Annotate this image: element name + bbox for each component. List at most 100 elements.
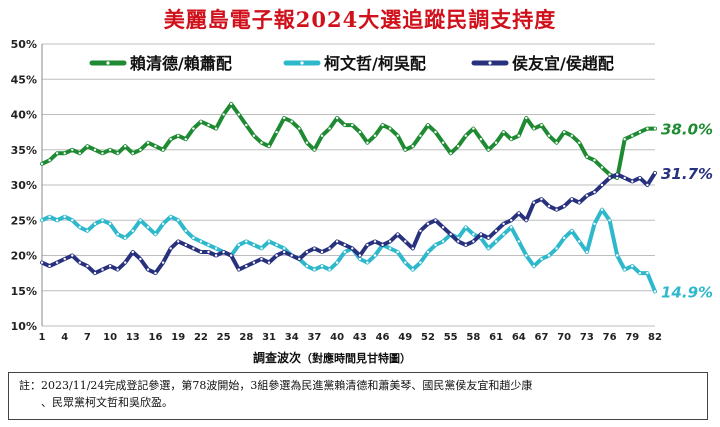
data-point — [510, 219, 513, 222]
data-point — [441, 141, 445, 144]
data-point — [616, 254, 619, 257]
data-point — [320, 264, 324, 268]
data-point — [63, 152, 66, 155]
footnote-box: 註：2023/11/24完成登記參選，第78波開始，3組參選為民進黨賴清德和蕭美… — [8, 372, 708, 420]
data-point — [464, 226, 467, 229]
x-axis-label: 調查波次（對應時間見甘特圖） — [253, 350, 411, 365]
data-point — [161, 222, 165, 225]
data-point — [86, 264, 89, 268]
data-point — [464, 243, 467, 247]
data-point — [449, 152, 452, 155]
data-point — [169, 138, 172, 141]
data-point — [434, 243, 437, 247]
data-point — [93, 271, 97, 275]
data-point — [555, 247, 558, 250]
data-point — [252, 243, 256, 247]
data-point — [426, 250, 430, 254]
data-point — [434, 130, 437, 134]
data-point — [48, 159, 51, 162]
data-point — [404, 240, 407, 243]
data-point — [351, 247, 354, 250]
data-point — [426, 123, 430, 127]
data-point — [214, 127, 218, 130]
data-point — [267, 145, 271, 148]
data-point — [154, 145, 157, 148]
data-point — [86, 229, 89, 232]
data-point — [616, 173, 619, 176]
data-point — [555, 141, 558, 144]
data-point — [124, 145, 127, 148]
data-point — [275, 254, 278, 257]
data-point — [252, 261, 256, 264]
data-point — [207, 250, 210, 254]
data-point — [540, 123, 543, 127]
x-axis-ticks: 1 4 7 10 13 16 19 22 25 28 31 34 37 40 43 46 49 52 55 58 61 6… — [39, 332, 662, 343]
data-point — [184, 138, 187, 141]
data-point — [214, 247, 218, 250]
data-point — [502, 222, 505, 225]
x-tick-label: 28 — [239, 332, 253, 343]
data-point — [335, 261, 339, 264]
data-point — [290, 254, 293, 257]
data-point — [366, 261, 369, 264]
data-point — [207, 123, 210, 127]
data-point — [245, 123, 248, 127]
data-point — [494, 240, 498, 243]
data-point — [487, 148, 490, 151]
data-point — [230, 254, 233, 257]
data-point — [358, 130, 362, 134]
x-tick-label: 43 — [353, 332, 367, 343]
data-point — [78, 261, 82, 264]
data-point — [335, 240, 339, 243]
data-point — [313, 268, 316, 271]
data-point — [177, 240, 180, 243]
x-tick-label: 58 — [466, 332, 480, 343]
grid-lines — [41, 43, 655, 327]
x-tick-label: 64 — [512, 332, 526, 343]
data-point — [472, 240, 475, 243]
data-point — [260, 257, 263, 261]
data-point — [457, 145, 460, 148]
data-point — [563, 205, 566, 208]
x-tick-label: 79 — [625, 332, 639, 343]
data-point — [388, 240, 392, 243]
data-point — [434, 219, 437, 222]
data-point — [600, 166, 604, 169]
data-point — [366, 243, 369, 247]
data-point — [373, 134, 377, 137]
data-point — [532, 264, 536, 268]
data-point — [441, 226, 445, 229]
data-point — [388, 247, 392, 250]
y-tick-label: 40% — [11, 109, 37, 122]
data-point — [305, 264, 309, 268]
data-point — [381, 123, 384, 127]
data-point — [517, 240, 520, 243]
data-point — [502, 233, 505, 236]
data-point — [192, 247, 195, 250]
series-line — [40, 171, 657, 276]
data-point — [608, 176, 611, 180]
footnote-line-1: 註：2023/11/24完成登記參選，第78波開始，3組參選為民進黨賴清德和蕭美… — [19, 379, 533, 392]
data-point — [343, 243, 346, 247]
data-point — [525, 254, 528, 257]
data-point — [570, 197, 573, 201]
x-tick-label: 73 — [580, 332, 594, 343]
data-point — [608, 219, 611, 222]
data-point — [525, 219, 528, 222]
data-point — [267, 240, 271, 243]
data-point — [169, 215, 172, 218]
data-point — [161, 148, 165, 151]
chart-title: 美麗島電子報2024大選追蹤民調支持度 — [163, 7, 557, 32]
data-point — [578, 201, 581, 204]
data-point — [124, 261, 127, 264]
data-point — [464, 134, 467, 137]
data-point — [55, 152, 59, 155]
end-labels: 38.0% 14.9% 31.7% — [661, 121, 713, 302]
data-point — [283, 250, 286, 254]
series-group — [40, 101, 657, 294]
data-point — [93, 222, 97, 225]
data-point — [131, 152, 134, 155]
data-point — [426, 222, 430, 225]
data-point — [260, 247, 263, 250]
data-point — [479, 233, 483, 236]
